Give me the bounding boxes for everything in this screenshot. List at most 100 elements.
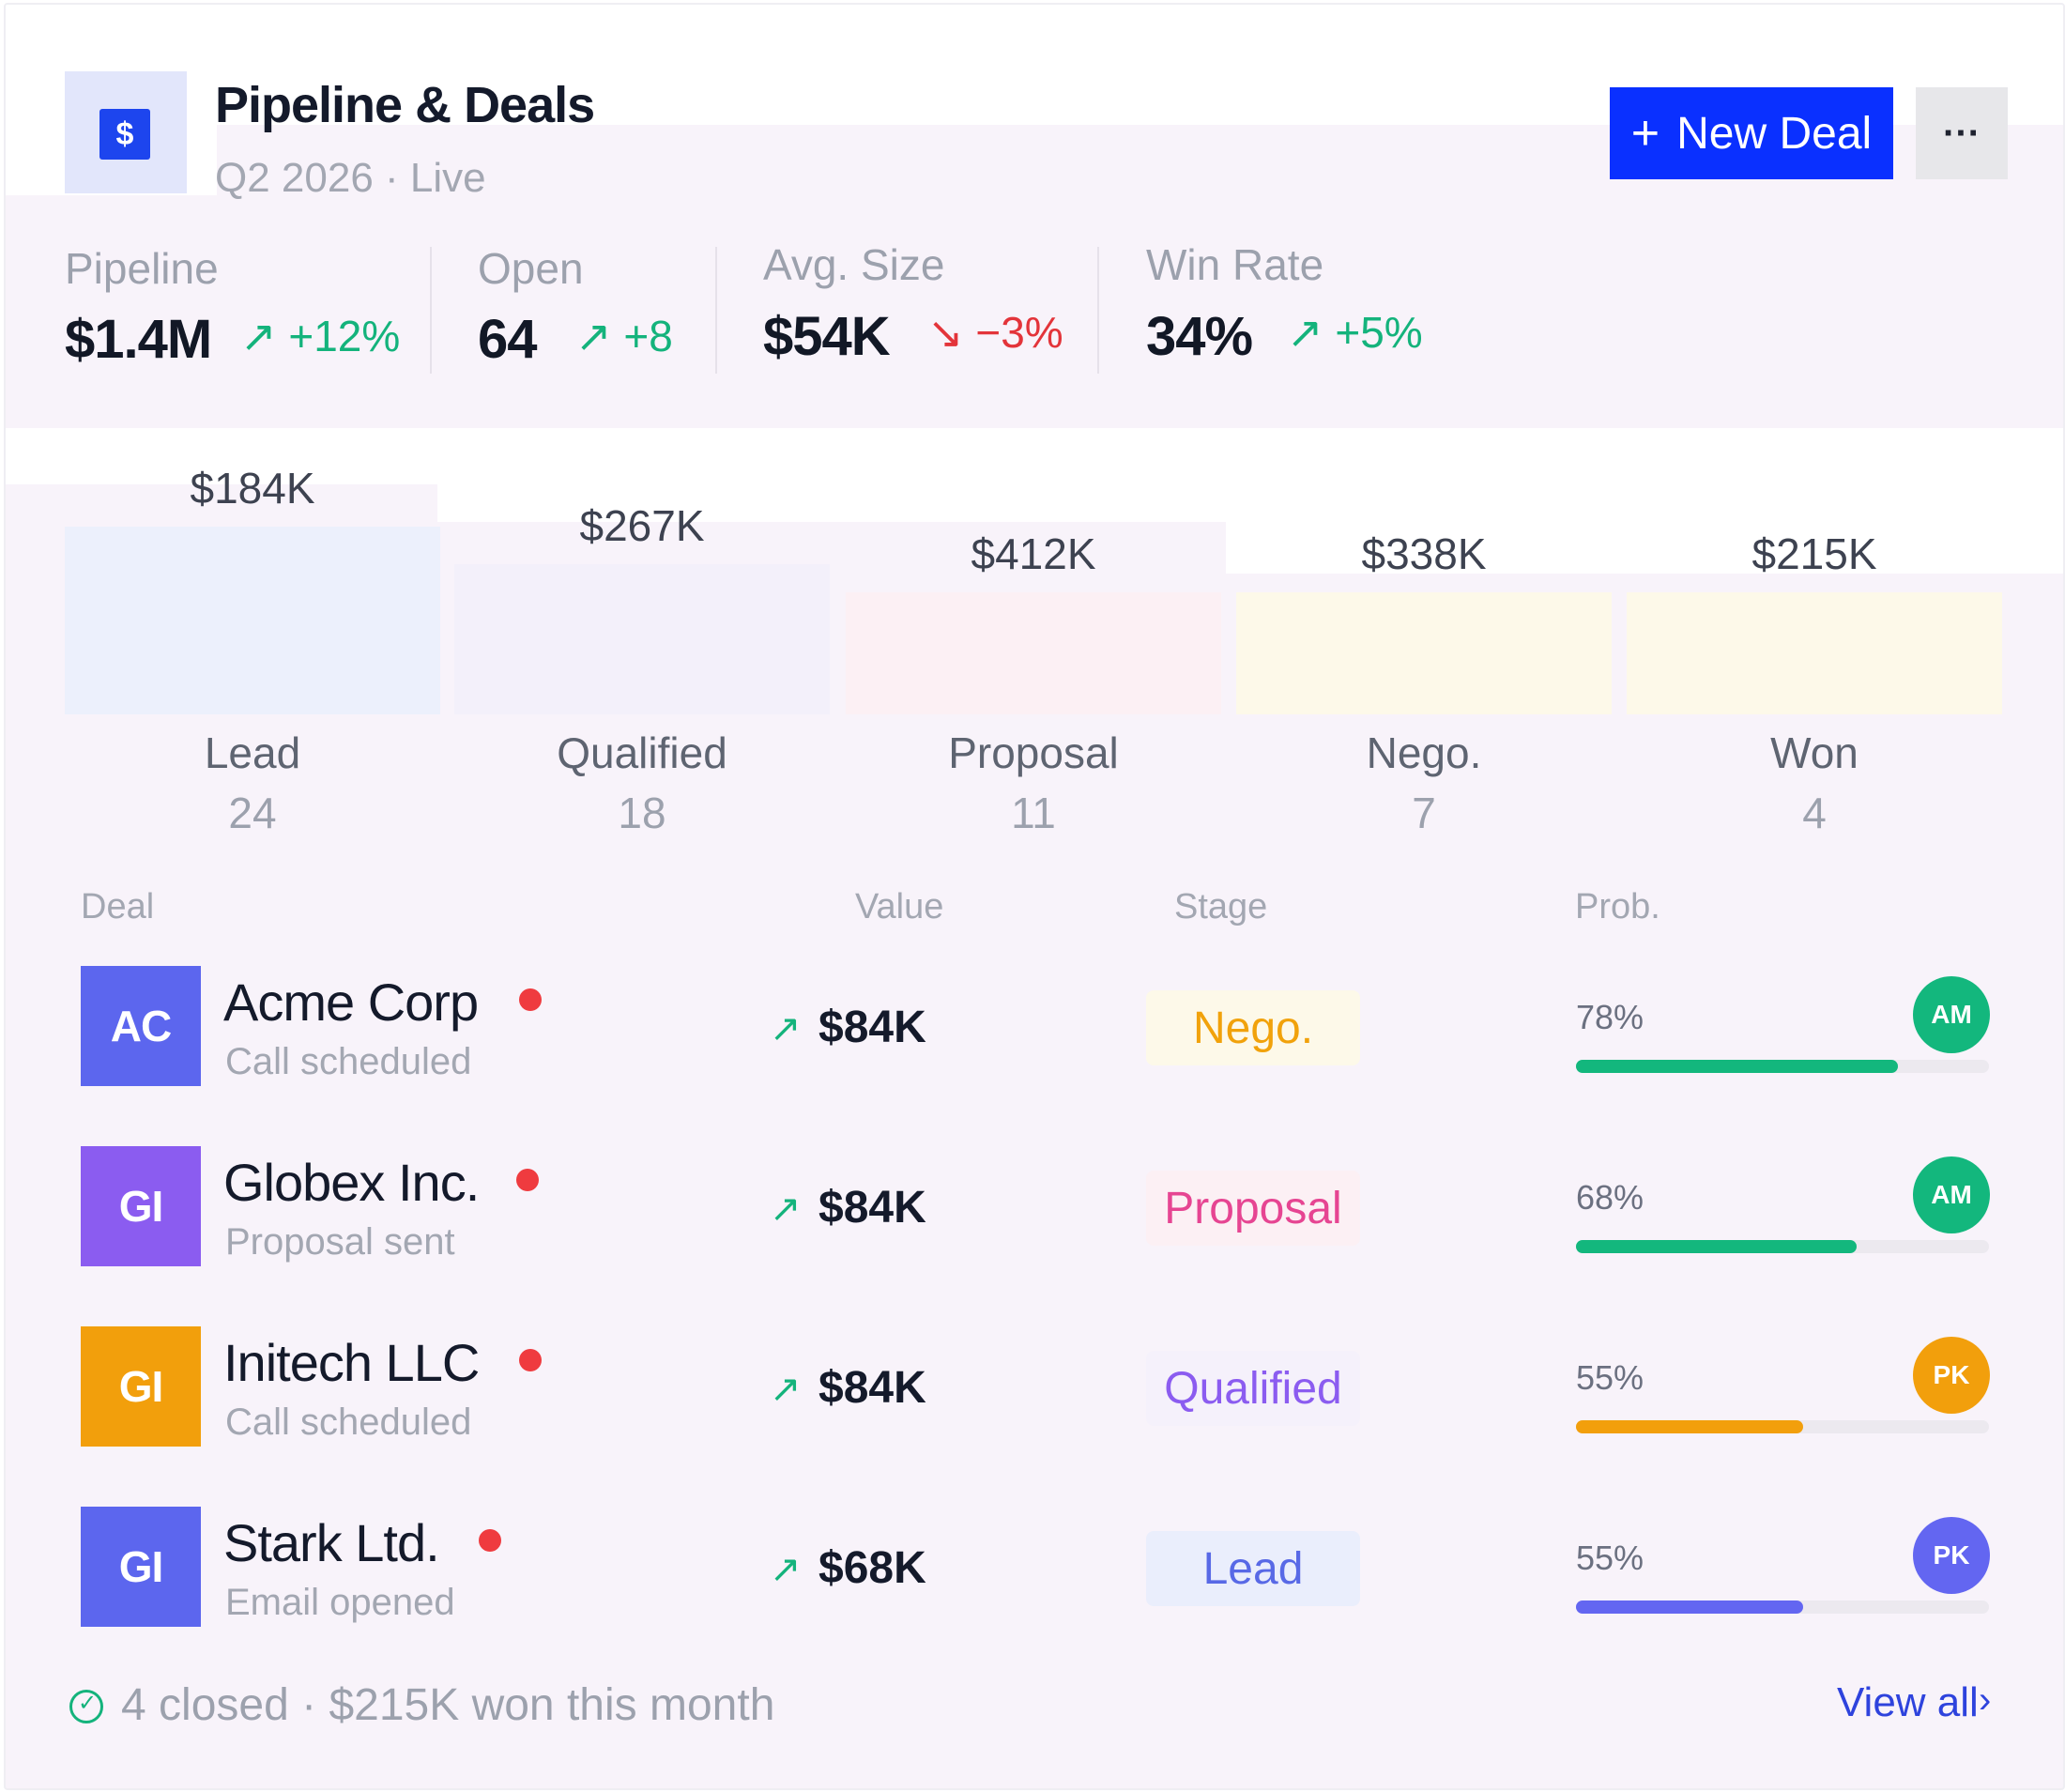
stage-badge[interactable]: Proposal xyxy=(1146,1171,1360,1246)
kpi-label-win-rate: Win Rate xyxy=(1146,240,1324,289)
column-header-prob: Prob. xyxy=(1575,887,1660,927)
alert-dot-icon xyxy=(519,1349,542,1371)
funnel-bar-value: $184K xyxy=(190,464,315,513)
probability-label: 55% xyxy=(1576,1539,1644,1577)
funnel-bar[interactable] xyxy=(65,527,440,714)
probability-label: 68% xyxy=(1576,1178,1644,1217)
new-deal-label: New Deal xyxy=(1676,108,1873,159)
kpi-value-win-rate: 34% xyxy=(1146,306,1253,367)
deal-name[interactable]: Acme Corp xyxy=(223,973,479,1032)
deal-value: $84K xyxy=(818,1183,926,1233)
more-icon: ··· xyxy=(1943,112,1981,154)
kpi-delta-avg-size: ↘ −3% xyxy=(927,308,1063,357)
kpi-value-open: 64 xyxy=(478,309,538,370)
probability-fill xyxy=(1576,1060,1898,1073)
funnel-stage-label: Proposal xyxy=(948,728,1119,777)
new-deal-button[interactable]: + New Deal xyxy=(1610,87,1893,179)
stage-badge[interactable]: Qualified xyxy=(1146,1351,1360,1426)
deal-value: $84K xyxy=(818,1003,926,1052)
pipeline-card: $ Pipeline & Deals Q2 2026 · Live + New … xyxy=(4,3,2065,1790)
funnel-bar[interactable] xyxy=(454,564,830,714)
alert-dot-icon xyxy=(519,988,542,1011)
kpi-label-avg-size: Avg. Size xyxy=(763,240,945,289)
column-header-stage: Stage xyxy=(1174,887,1268,927)
view-all-link[interactable]: View all xyxy=(1837,1679,1979,1725)
deal-value: $68K xyxy=(818,1543,926,1593)
more-options-button[interactable]: ··· xyxy=(1916,87,2008,179)
stage-badge[interactable]: Nego. xyxy=(1146,990,1360,1065)
company-avatar: AC xyxy=(81,966,201,1086)
chevron-right-icon[interactable]: › xyxy=(1979,1679,1992,1721)
owner-avatar[interactable]: PK xyxy=(1913,1337,1990,1414)
check-circle-icon: ✓ xyxy=(69,1690,103,1723)
alert-dot-icon xyxy=(479,1529,501,1552)
funnel-bar[interactable] xyxy=(846,592,1221,714)
owner-avatar[interactable]: AM xyxy=(1913,1156,1990,1233)
company-avatar: GI xyxy=(81,1326,201,1447)
app-logo: $ xyxy=(65,71,187,193)
kpi-label-pipeline: Pipeline xyxy=(65,244,219,293)
kpi-delta-win-rate: ↗ +5% xyxy=(1287,308,1423,357)
funnel-bar[interactable] xyxy=(1627,592,2002,714)
trend-up-icon: ↗ xyxy=(770,1549,802,1590)
footer-summary: 4 closed · $215K won this month xyxy=(121,1680,775,1730)
trend-up-icon: ↗ xyxy=(770,1188,802,1230)
funnel-stage-label: Qualified xyxy=(557,728,727,777)
column-header-value: Value xyxy=(855,887,944,927)
trend-up-icon: ↗ xyxy=(240,312,277,360)
column-header-deal: Deal xyxy=(81,887,155,927)
trend-up-icon: ↗ xyxy=(770,1008,802,1049)
probability-bar xyxy=(1576,1601,1989,1614)
deal-value: $84K xyxy=(818,1363,926,1413)
funnel-bar[interactable] xyxy=(1236,592,1612,714)
funnel-stage-label: Lead xyxy=(204,728,301,777)
kpi-divider xyxy=(1097,247,1099,374)
funnel-stage-count: 4 xyxy=(1802,789,1827,837)
plus-icon: + xyxy=(1630,106,1660,161)
kpi-delta-open: ↗ +8 xyxy=(575,312,673,360)
funnel-stage-count: 24 xyxy=(228,789,277,837)
deal-status: Call scheduled xyxy=(225,1041,472,1082)
deal-name[interactable]: Initech LLC xyxy=(223,1333,480,1392)
kpi-delta-pipeline: ↗ +12% xyxy=(240,312,401,360)
funnel-top-band-2 xyxy=(437,484,2063,522)
probability-fill xyxy=(1576,1420,1803,1433)
deal-name[interactable]: Stark Ltd. xyxy=(223,1513,440,1572)
kpi-value-avg-size: $54K xyxy=(763,306,891,367)
kpi-divider xyxy=(430,247,432,374)
funnel-bar-value: $338K xyxy=(1361,529,1487,578)
owner-avatar[interactable]: AM xyxy=(1913,976,1990,1053)
trend-up-icon: ↗ xyxy=(1287,308,1323,357)
page-title: Pipeline & Deals xyxy=(215,77,595,133)
kpi-label-open: Open xyxy=(478,244,584,293)
funnel-bar-value: $267K xyxy=(579,501,705,550)
company-avatar: GI xyxy=(81,1146,201,1266)
funnel-stage-count: 11 xyxy=(1011,789,1056,837)
probability-bar xyxy=(1576,1060,1989,1073)
kpi-divider xyxy=(715,247,717,374)
funnel-stage-label: Nego. xyxy=(1366,728,1482,777)
funnel-stage-count: 18 xyxy=(618,789,666,837)
alert-dot-icon xyxy=(516,1169,539,1191)
trend-up-icon: ↗ xyxy=(575,312,612,360)
probability-fill xyxy=(1576,1240,1857,1253)
trend-down-icon: ↘ xyxy=(927,308,964,357)
funnel-stage-count: 7 xyxy=(1412,789,1436,837)
funnel-bar-value: $215K xyxy=(1751,529,1877,578)
funnel-top-band-3 xyxy=(1226,522,2063,574)
funnel-top-band xyxy=(6,428,2063,484)
page-subtitle: Q2 2026 · Live xyxy=(215,155,486,201)
stage-badge[interactable]: Lead xyxy=(1146,1531,1360,1606)
deal-status: Proposal sent xyxy=(225,1221,455,1263)
funnel-bar-value: $412K xyxy=(971,529,1096,578)
probability-label: 78% xyxy=(1576,998,1644,1036)
dollar-icon: $ xyxy=(99,109,150,160)
deal-name[interactable]: Globex Inc. xyxy=(223,1153,480,1212)
trend-up-icon: ↗ xyxy=(770,1369,802,1410)
kpi-value-pipeline: $1.4M xyxy=(65,309,212,370)
deal-status: Call scheduled xyxy=(225,1401,472,1443)
probability-fill xyxy=(1576,1601,1803,1614)
probability-label: 55% xyxy=(1576,1358,1644,1397)
deal-status: Email opened xyxy=(225,1582,455,1623)
owner-avatar[interactable]: PK xyxy=(1913,1517,1990,1594)
